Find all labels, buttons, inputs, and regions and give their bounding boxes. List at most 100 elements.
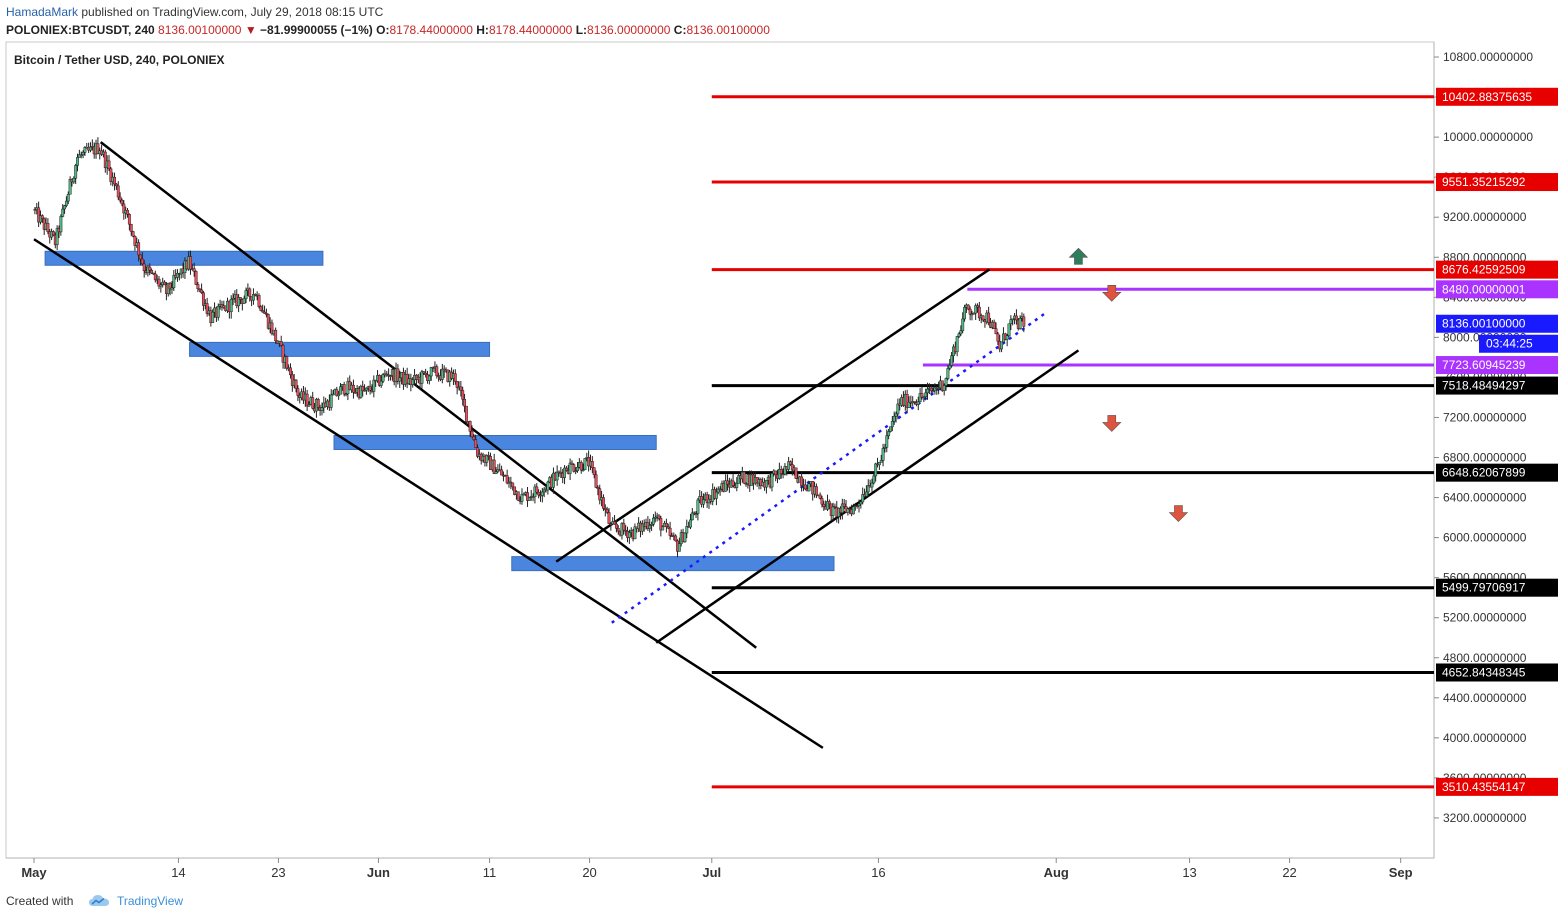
level-label-text: 8480.00000001 xyxy=(1442,282,1526,296)
footer: Created with TradingView xyxy=(0,883,1560,919)
level-label-text: 4652.84348345 xyxy=(1442,665,1526,679)
level-label-text: 6648.62067899 xyxy=(1442,466,1526,480)
chart-background xyxy=(0,40,1560,883)
candle-body xyxy=(170,287,174,290)
time-axis[interactable]: May 14 23 Jun 11 20 Jul 16 Aug 13 22 Sep xyxy=(21,858,1413,880)
level-label-text: 10402.88375635 xyxy=(1442,90,1532,104)
candle-body xyxy=(63,205,67,210)
level-label-box xyxy=(1436,173,1558,192)
candle-body xyxy=(598,488,602,501)
candle-body xyxy=(424,372,428,375)
candle-body xyxy=(279,341,283,346)
candle-body xyxy=(963,306,967,320)
candle-body xyxy=(779,469,783,474)
candle-body xyxy=(640,523,644,532)
candle-body xyxy=(137,242,141,256)
candle-body xyxy=(122,203,126,214)
high-label: H: xyxy=(476,23,489,37)
candle-body xyxy=(992,321,996,329)
candle-body xyxy=(61,208,65,217)
candle-body xyxy=(133,236,137,246)
candle-body xyxy=(877,462,881,466)
time-tick-label: 13 xyxy=(1182,865,1196,880)
level-label-text: 5499.79706917 xyxy=(1442,581,1526,595)
candle-body xyxy=(790,464,794,471)
tradingview-cloud-icon xyxy=(89,895,109,906)
candle-body xyxy=(564,467,568,471)
candle-body xyxy=(148,266,152,271)
candle-body xyxy=(542,488,546,493)
support-zone-rect xyxy=(511,556,835,572)
candle-body xyxy=(420,371,424,384)
candle-body xyxy=(516,491,520,501)
candle-body xyxy=(616,528,620,532)
level-label-box xyxy=(1436,280,1558,299)
candle-body xyxy=(55,228,59,246)
price-tick-label: 7200.00000000 xyxy=(1443,410,1527,424)
symbol-label[interactable]: POLONIEX:BTCUSDT, 240 xyxy=(6,23,155,37)
candle-body xyxy=(359,386,363,398)
candle-body xyxy=(546,481,550,491)
candle-body xyxy=(435,366,439,376)
candle-body xyxy=(344,393,348,396)
candle-body xyxy=(411,379,415,385)
candle-body xyxy=(372,379,376,392)
candle-body xyxy=(1005,335,1009,340)
publish-line: HamadaMark published on TradingView.com,… xyxy=(6,5,383,19)
candle-body xyxy=(929,387,933,391)
candle-body xyxy=(820,498,824,505)
candle-body xyxy=(159,284,163,287)
candle-body xyxy=(316,399,320,408)
publish-info: published on TradingView.com, July 29, 2… xyxy=(81,5,384,19)
chart-frame[interactable]: 10800.0000000010400.0000000010000.000000… xyxy=(0,40,1560,888)
candle-body xyxy=(176,273,179,278)
tradingview-link[interactable]: TradingView xyxy=(117,894,184,908)
candle-body xyxy=(455,381,459,388)
candle-body xyxy=(568,462,572,474)
candle-body xyxy=(103,151,107,169)
candle-body xyxy=(311,397,315,409)
trend-lines xyxy=(33,141,1080,749)
candle-body xyxy=(783,466,787,475)
candle-body xyxy=(526,492,529,501)
candle-body xyxy=(109,168,113,182)
candle-body xyxy=(959,330,963,335)
candle-body xyxy=(907,401,911,408)
candle-body xyxy=(476,447,479,457)
candle-body xyxy=(894,413,898,417)
candle-body xyxy=(800,476,804,486)
candle-body xyxy=(51,231,55,236)
candle-body xyxy=(142,263,146,272)
candle-body xyxy=(803,484,807,490)
candle-body xyxy=(574,470,578,473)
low-label: L: xyxy=(575,23,588,37)
candle-body xyxy=(259,306,263,311)
trend-line xyxy=(99,141,757,649)
price-tick-label: 3200.00000000 xyxy=(1443,811,1527,825)
candle-body xyxy=(570,462,574,465)
up-arrow-icon xyxy=(1068,247,1089,265)
level-label-box xyxy=(1436,87,1558,106)
candle-body xyxy=(889,426,892,432)
candle-body xyxy=(774,470,778,476)
candle-body xyxy=(622,523,626,531)
candle-body xyxy=(131,231,135,237)
candle-body xyxy=(331,393,335,396)
candle-body xyxy=(848,508,852,510)
level-label-text: 8676.42592509 xyxy=(1442,263,1526,277)
level-label-box xyxy=(1436,578,1558,597)
author-link[interactable]: HamadaMark xyxy=(6,5,79,19)
candle-body xyxy=(664,522,668,527)
price-chart[interactable]: 10800.0000000010400.0000000010000.000000… xyxy=(0,40,1560,883)
candle-body xyxy=(651,517,655,525)
candle-body xyxy=(892,415,896,422)
trend-line xyxy=(655,349,1080,644)
time-tick-label: Aug xyxy=(1044,865,1069,880)
support-zones xyxy=(44,250,835,572)
candle-body xyxy=(511,482,515,488)
candle-body xyxy=(596,487,600,489)
candle-body xyxy=(74,165,78,179)
candle-body xyxy=(668,527,672,536)
candle-body xyxy=(307,404,311,407)
candle-body xyxy=(764,480,768,488)
